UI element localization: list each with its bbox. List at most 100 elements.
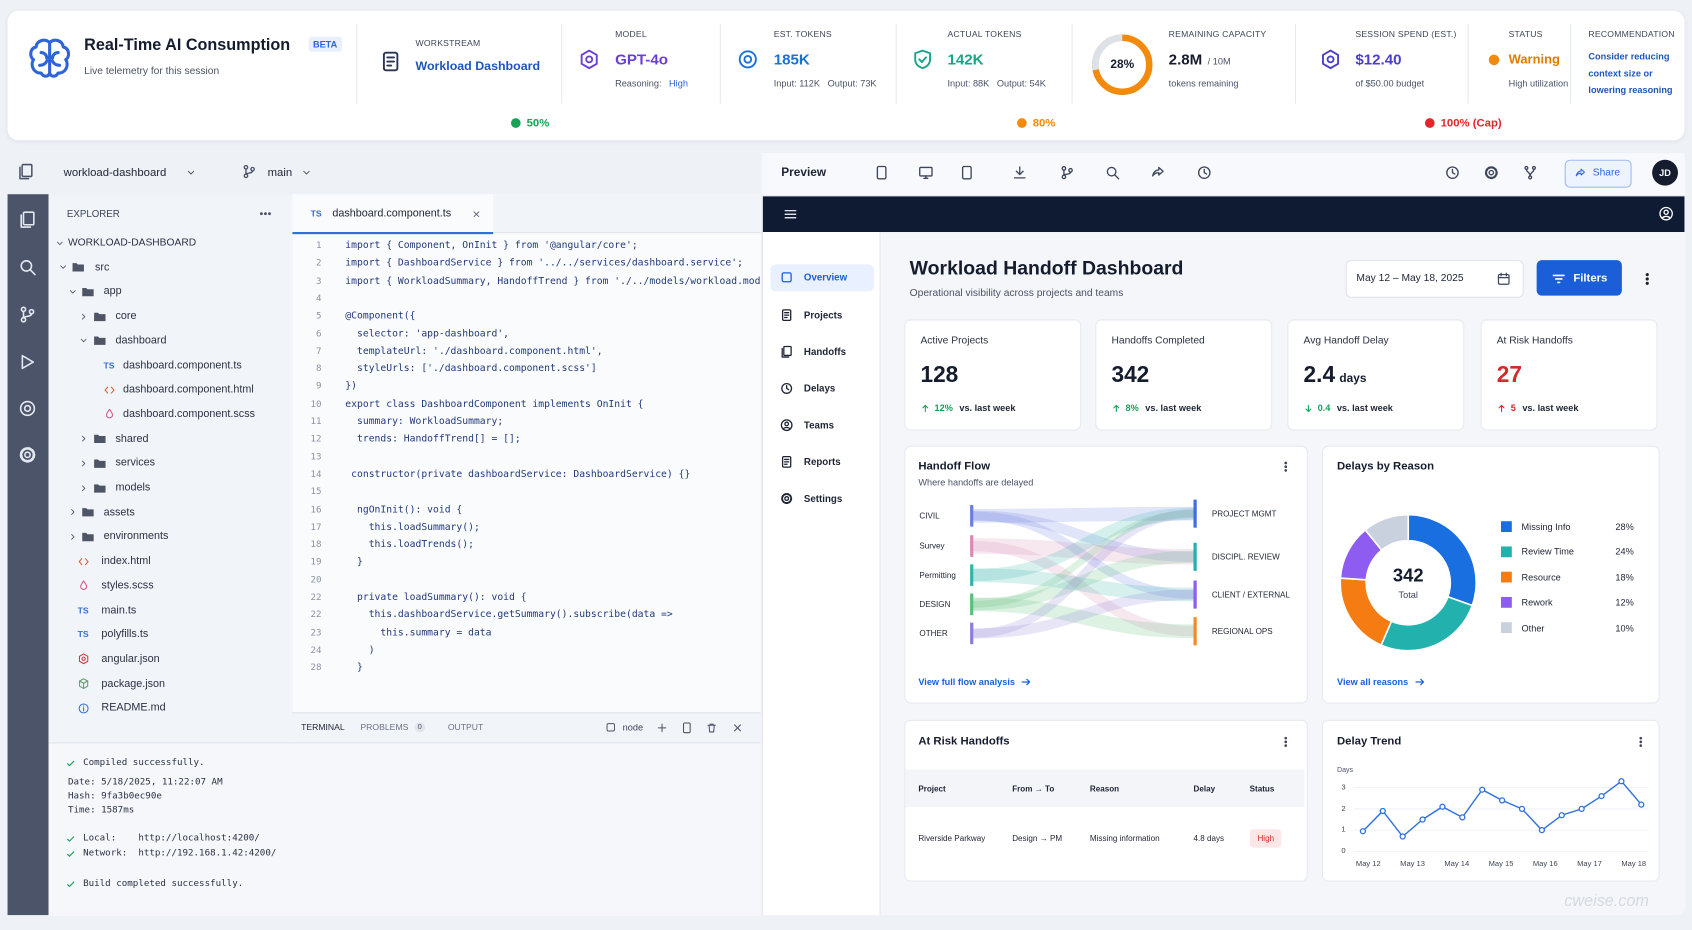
line-number: 7	[316, 346, 322, 357]
legend-swatch	[1501, 571, 1512, 583]
icon-part	[19, 446, 35, 463]
terminal-line: Local: http://localhost:4200/	[83, 833, 260, 844]
kpi-value-row: 2.4 days	[1304, 363, 1367, 389]
icon	[1446, 166, 1459, 179]
icon	[66, 850, 74, 857]
icon	[781, 309, 792, 322]
target-label: REGIONAL OPS	[1211, 626, 1273, 637]
nav-item[interactable]: Teams	[803, 419, 834, 431]
icon	[781, 493, 793, 505]
trend-point	[1439, 803, 1446, 810]
line-number: 2	[316, 258, 322, 270]
terminal-line: Compiled successfully.	[83, 757, 205, 769]
date-range[interactable]	[1345, 260, 1524, 298]
icon-part	[781, 272, 792, 283]
icon-part	[78, 653, 88, 665]
stat-sub-row: High utilization	[1509, 78, 1569, 89]
trend-point	[1618, 778, 1625, 785]
tree-item: core	[115, 310, 137, 323]
card	[1287, 319, 1465, 431]
icon-part	[1488, 169, 1495, 176]
icon	[733, 723, 741, 731]
x-tick-label: May 12	[1355, 860, 1381, 869]
icon	[1638, 736, 1642, 747]
icon-part	[682, 721, 691, 733]
flow-band	[973, 511, 1194, 599]
stat-value: 2.8M	[1168, 50, 1203, 68]
nav-item[interactable]: Delays	[803, 383, 836, 394]
icon	[19, 210, 35, 228]
icon-part	[23, 450, 31, 458]
icon	[81, 313, 85, 320]
icon-part	[1645, 276, 1649, 280]
card	[904, 319, 1082, 431]
code-line: selector: 'app-dashboard',	[345, 328, 510, 340]
icon-part	[585, 55, 594, 64]
kpi-value: 2.4	[1303, 362, 1336, 388]
trend-point	[1359, 828, 1367, 835]
terminal-line: Hash: 9fa3b0ec90e	[67, 790, 162, 802]
kpi-delta-row: 12% vs. last week	[935, 403, 1016, 414]
flow-link[interactable]: View full flow analysis	[918, 676, 1016, 688]
icon-part	[56, 241, 63, 245]
line-number: 11	[310, 416, 322, 428]
threshold-dot	[1017, 118, 1027, 128]
kpi-delta-row: 5 vs. last week	[1511, 403, 1579, 414]
source-label: DESIGN	[919, 599, 951, 610]
stat-value-row: 185K	[774, 51, 810, 68]
icon-part	[1114, 174, 1120, 180]
tree-item: assets	[103, 506, 135, 519]
kpi-delta: 5	[1510, 402, 1516, 414]
code-line: trends: HandoffTrend[] = [];	[345, 434, 521, 445]
icon	[104, 386, 114, 394]
stat-sub: tokens remaining	[1168, 77, 1239, 89]
icon-part	[1197, 166, 1211, 179]
y-tick-label: 0	[1341, 847, 1346, 856]
card-title: At Risk Handoffs	[918, 734, 1010, 748]
icon-part	[29, 38, 71, 78]
icon-part	[79, 580, 87, 591]
nav-item[interactable]: Settings	[803, 493, 843, 504]
stat-sub: High utilization	[1508, 77, 1569, 89]
icon	[93, 336, 105, 346]
card-title: Handoff Flow	[918, 459, 991, 473]
x-tick-label: May 17	[1577, 860, 1602, 869]
icon	[876, 165, 887, 180]
icon	[259, 212, 271, 216]
line-number: 15	[310, 486, 322, 498]
icon-part	[19, 166, 30, 180]
line-number: 1	[316, 240, 322, 252]
tree-item: models	[115, 481, 151, 494]
flow-band	[973, 510, 1194, 608]
icon	[682, 721, 691, 733]
card	[1095, 319, 1273, 431]
stat-value-row: 142K	[947, 51, 983, 68]
icon-part	[80, 339, 86, 343]
tree-item: main.ts	[101, 604, 137, 617]
preview-title: Preview	[781, 166, 827, 180]
nav-item[interactable]: Overview	[803, 271, 848, 283]
divider	[1071, 23, 1073, 104]
tree-item: polyfills.ts	[101, 628, 149, 641]
recommendation-line: context size or	[1588, 67, 1653, 79]
nav-item[interactable]: Handoffs	[803, 346, 847, 358]
icon-part	[1552, 274, 1565, 283]
reasons-link[interactable]: View all reasons	[1337, 676, 1409, 688]
stat-value: 142K	[947, 50, 984, 68]
trend-point	[1558, 812, 1565, 819]
terminal-line: Network: http://192.168.1.42:4200/	[83, 848, 277, 859]
nav-item[interactable]: Reports	[803, 456, 841, 468]
icon	[19, 259, 36, 275]
icon-part	[923, 175, 929, 179]
target-label: PROJECT MGMT	[1211, 508, 1277, 519]
nav-item[interactable]: Projects	[803, 309, 843, 321]
icon-part	[1283, 464, 1287, 468]
stat-sub-row: Reasoning: High	[615, 78, 688, 89]
source-label: Survey	[919, 541, 945, 551]
filters-button[interactable]	[1536, 260, 1622, 296]
icon-part	[386, 56, 395, 67]
flow-band	[973, 540, 1194, 637]
flow-band	[973, 507, 1194, 582]
icon	[781, 455, 792, 468]
